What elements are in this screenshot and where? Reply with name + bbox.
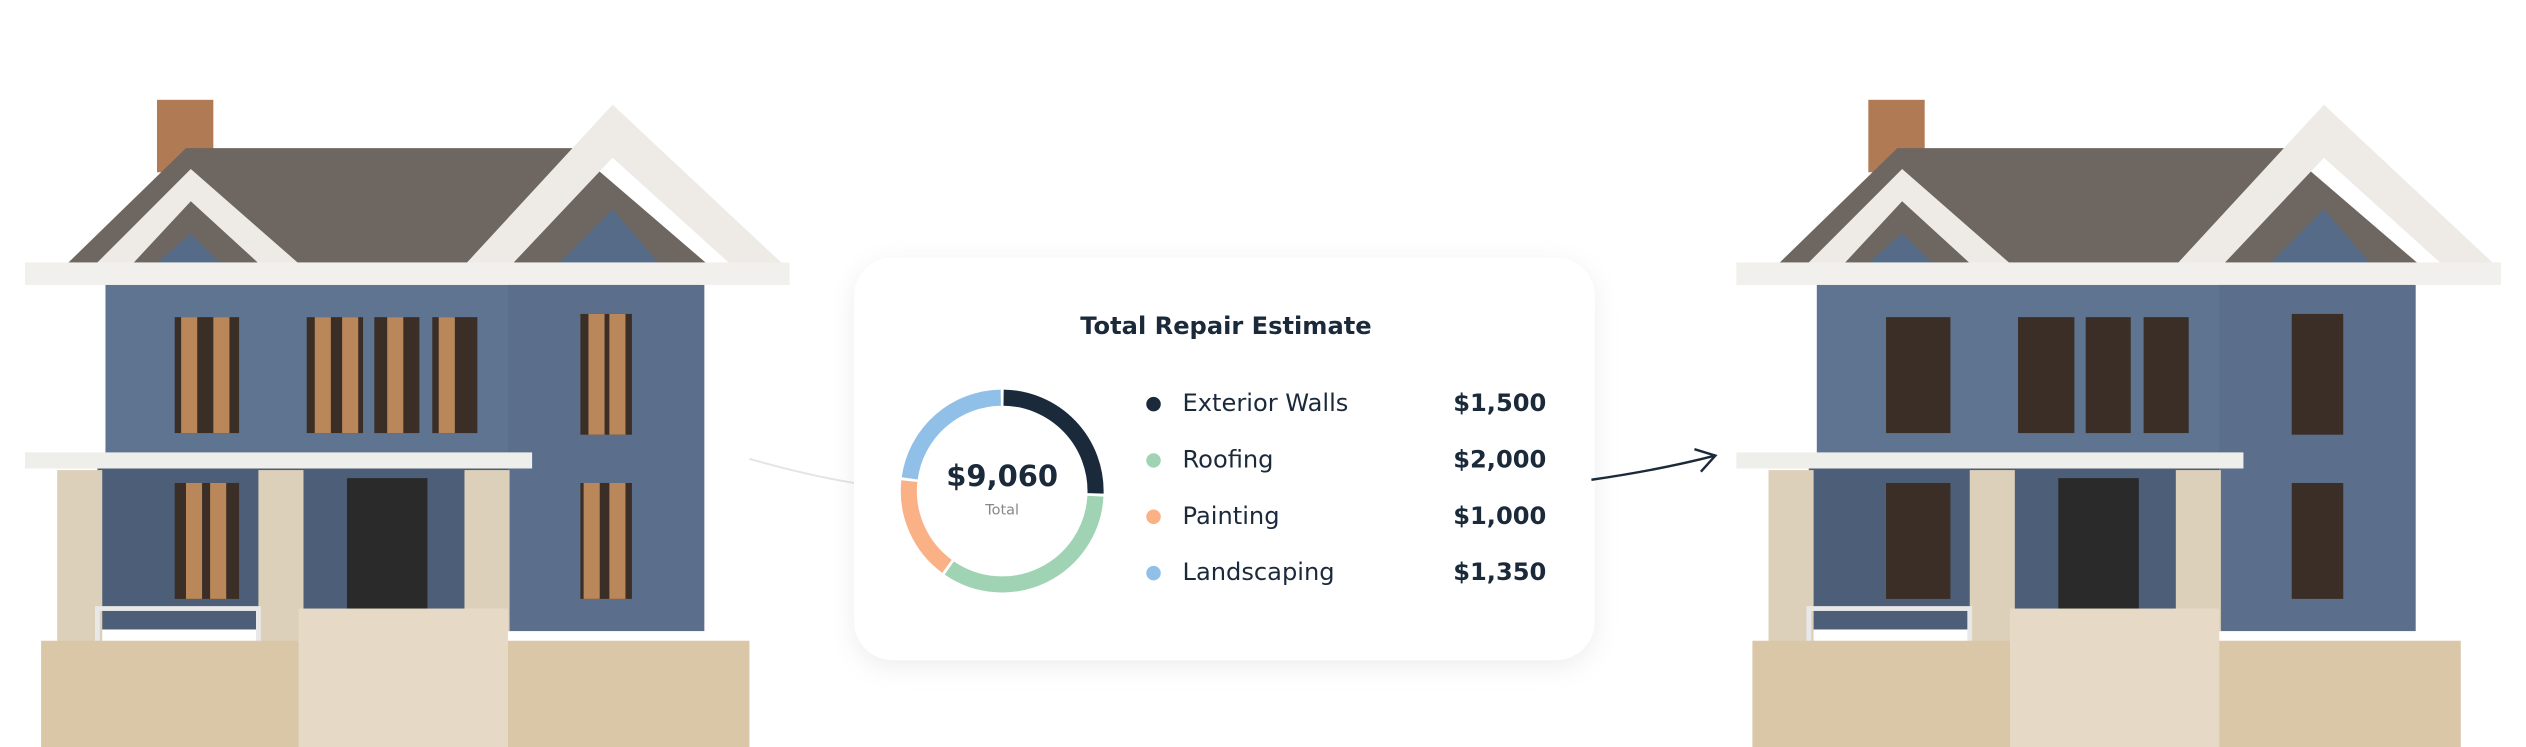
donut-segment — [944, 495, 1104, 593]
legend-dot — [1146, 509, 1161, 525]
board — [213, 317, 230, 434]
value-label: $1,500 — [1453, 389, 1546, 417]
legend-label: Landscaping — [1183, 558, 1335, 586]
legend-dot — [1146, 396, 1161, 412]
board — [314, 317, 331, 434]
legend-dot — [1146, 453, 1161, 468]
legend-label: Roofing — [1183, 445, 1274, 473]
arrow — [1591, 454, 1716, 481]
value-label: $2,000 — [1453, 445, 1546, 473]
arrow-head — [1694, 448, 1718, 473]
board — [387, 317, 404, 434]
board — [588, 313, 605, 435]
board — [583, 482, 600, 599]
card-title: Total Repair Estimate — [1080, 312, 1371, 340]
board — [342, 317, 359, 434]
board — [185, 482, 203, 599]
legend-label: Exterior Walls — [1183, 389, 1349, 417]
donut-total-caption: Total — [984, 502, 1019, 518]
board — [609, 313, 626, 435]
boards — [181, 313, 626, 599]
board — [438, 317, 455, 434]
value-label: $1,000 — [1453, 502, 1546, 530]
donut-segment — [900, 480, 952, 573]
donut-segment — [1003, 389, 1104, 494]
house-after — [1736, 100, 2501, 747]
donut-total: $9,060 — [946, 459, 1058, 493]
legend-dot — [1146, 565, 1161, 581]
estimate-card — [854, 257, 1595, 661]
board — [210, 482, 227, 599]
connector — [749, 457, 855, 484]
donut-segment — [901, 389, 1002, 480]
legend-label: Painting — [1183, 502, 1280, 530]
value-label: $1,350 — [1453, 558, 1546, 586]
house-before — [25, 100, 790, 747]
board — [181, 317, 198, 434]
board — [609, 482, 626, 599]
